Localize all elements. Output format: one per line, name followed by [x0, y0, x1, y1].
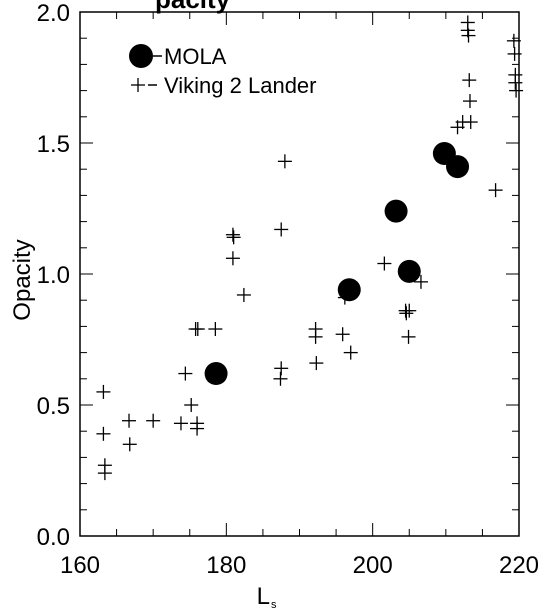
viking-plus-point: [277, 154, 292, 169]
legend-mola-marker: [129, 44, 153, 68]
chart-legend: MOLA Viking 2 Lander: [129, 44, 317, 98]
x-axis-title-subscript: s: [271, 599, 277, 611]
legend-mola-label: MOLA: [164, 44, 227, 69]
legend-viking-label: Viking 2 Lander: [164, 73, 317, 98]
y-tick-label: 0.5: [37, 393, 70, 420]
viking-plus-point: [225, 251, 240, 266]
viking-plus-point: [190, 322, 205, 337]
data-marks: [96, 15, 524, 481]
x-tick-label: 220: [499, 552, 539, 579]
viking-plus-point: [488, 183, 503, 198]
viking-plus-point: [509, 83, 524, 98]
x-axis-title: L s: [257, 583, 277, 611]
x-axis-title-main: L: [257, 583, 270, 610]
viking-plus-point: [225, 227, 240, 242]
viking-plus-point: [122, 413, 137, 428]
viking-plus-point: [122, 437, 137, 452]
viking-plus-point: [462, 94, 477, 109]
viking-plus-point: [506, 33, 521, 48]
viking-plus-point: [461, 28, 476, 43]
viking-plus-point: [274, 222, 289, 237]
viking-plus-point: [184, 398, 199, 412]
y-axis-title: Opacity: [9, 239, 36, 320]
viking-plus-point: [97, 466, 112, 481]
mola-circle-point: [384, 199, 408, 223]
viking-plus-point: [146, 413, 161, 428]
x-tick-label: 160: [60, 552, 100, 579]
viking-plus-point: [308, 329, 323, 344]
viking-plus-point: [507, 46, 522, 61]
mola-circle-point: [446, 155, 470, 179]
viking-plus-point: [309, 356, 324, 371]
viking-plus-point: [208, 322, 223, 337]
viking-plus-point: [463, 115, 478, 130]
viking-plus-point: [226, 230, 241, 245]
x-tick-label: 180: [206, 552, 246, 579]
viking-plus-point: [401, 329, 416, 344]
viking-plus-point: [399, 306, 414, 321]
y-tick-label: 1.0: [37, 262, 70, 289]
axis-ticks: [79, 11, 520, 537]
y-tick-label: 1.5: [37, 131, 70, 158]
viking-plus-point: [413, 274, 428, 289]
viking-plus-point: [377, 256, 392, 271]
viking-plus-point: [273, 371, 288, 386]
y-tick-label: 2.0: [37, 0, 70, 27]
viking-plus-point: [178, 366, 193, 381]
chart-title-fragment: pacity: [155, 0, 231, 14]
mola-circle-point: [397, 259, 421, 283]
viking-plus-point: [236, 287, 251, 302]
viking-plus-point: [508, 75, 523, 90]
viking-plus-point: [335, 327, 350, 342]
viking-plus-point: [343, 345, 358, 360]
axis-tick-labels: 160 180 200 220 0.0 0.5 1.0 1.5 2.0: [37, 0, 539, 579]
y-tick-label: 0.0: [37, 524, 70, 551]
viking-plus-point: [96, 384, 111, 399]
mola-circle-point: [204, 362, 228, 386]
x-tick-label: 200: [353, 552, 393, 579]
viking-plus-point: [173, 416, 188, 431]
viking-plus-point: [190, 421, 205, 436]
viking-plus-point: [402, 303, 417, 318]
viking-plus-point: [274, 361, 289, 376]
viking-plus-point: [462, 73, 477, 88]
viking-plus-point: [96, 426, 111, 441]
mola-circle-point: [337, 278, 361, 302]
